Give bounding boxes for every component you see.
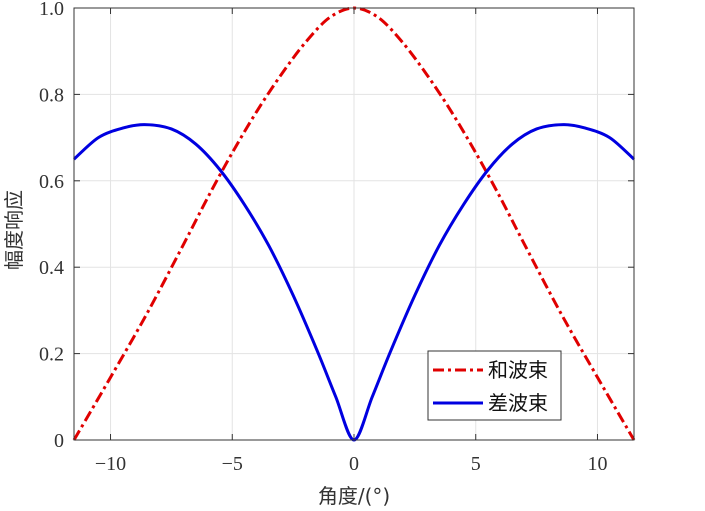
y-tick-label: 0.8 (39, 84, 64, 106)
axis-ticks: −10 −5 0 5 10 0 0.2 0.4 0.6 0.8 1.0 (39, 0, 634, 475)
x-tick-label: 5 (471, 453, 481, 475)
x-tick-label: 0 (349, 453, 359, 475)
x-tick-label: −10 (95, 453, 126, 475)
legend-label: 和波束 (488, 358, 548, 382)
y-tick-label: 0.6 (39, 171, 64, 193)
y-axis-label: 幅度响应 (2, 190, 26, 270)
x-axis-label: 角度/(°) (318, 484, 390, 508)
y-tick-label: 1.0 (39, 0, 64, 20)
legend-box (427, 350, 562, 421)
x-tick-label: −5 (222, 453, 243, 475)
y-tick-label: 0.2 (39, 344, 64, 366)
y-tick-label: 0.4 (39, 257, 64, 279)
x-tick-label: 10 (587, 453, 607, 475)
legend-label: 差波束 (488, 391, 548, 415)
y-tick-label: 0 (54, 430, 64, 452)
